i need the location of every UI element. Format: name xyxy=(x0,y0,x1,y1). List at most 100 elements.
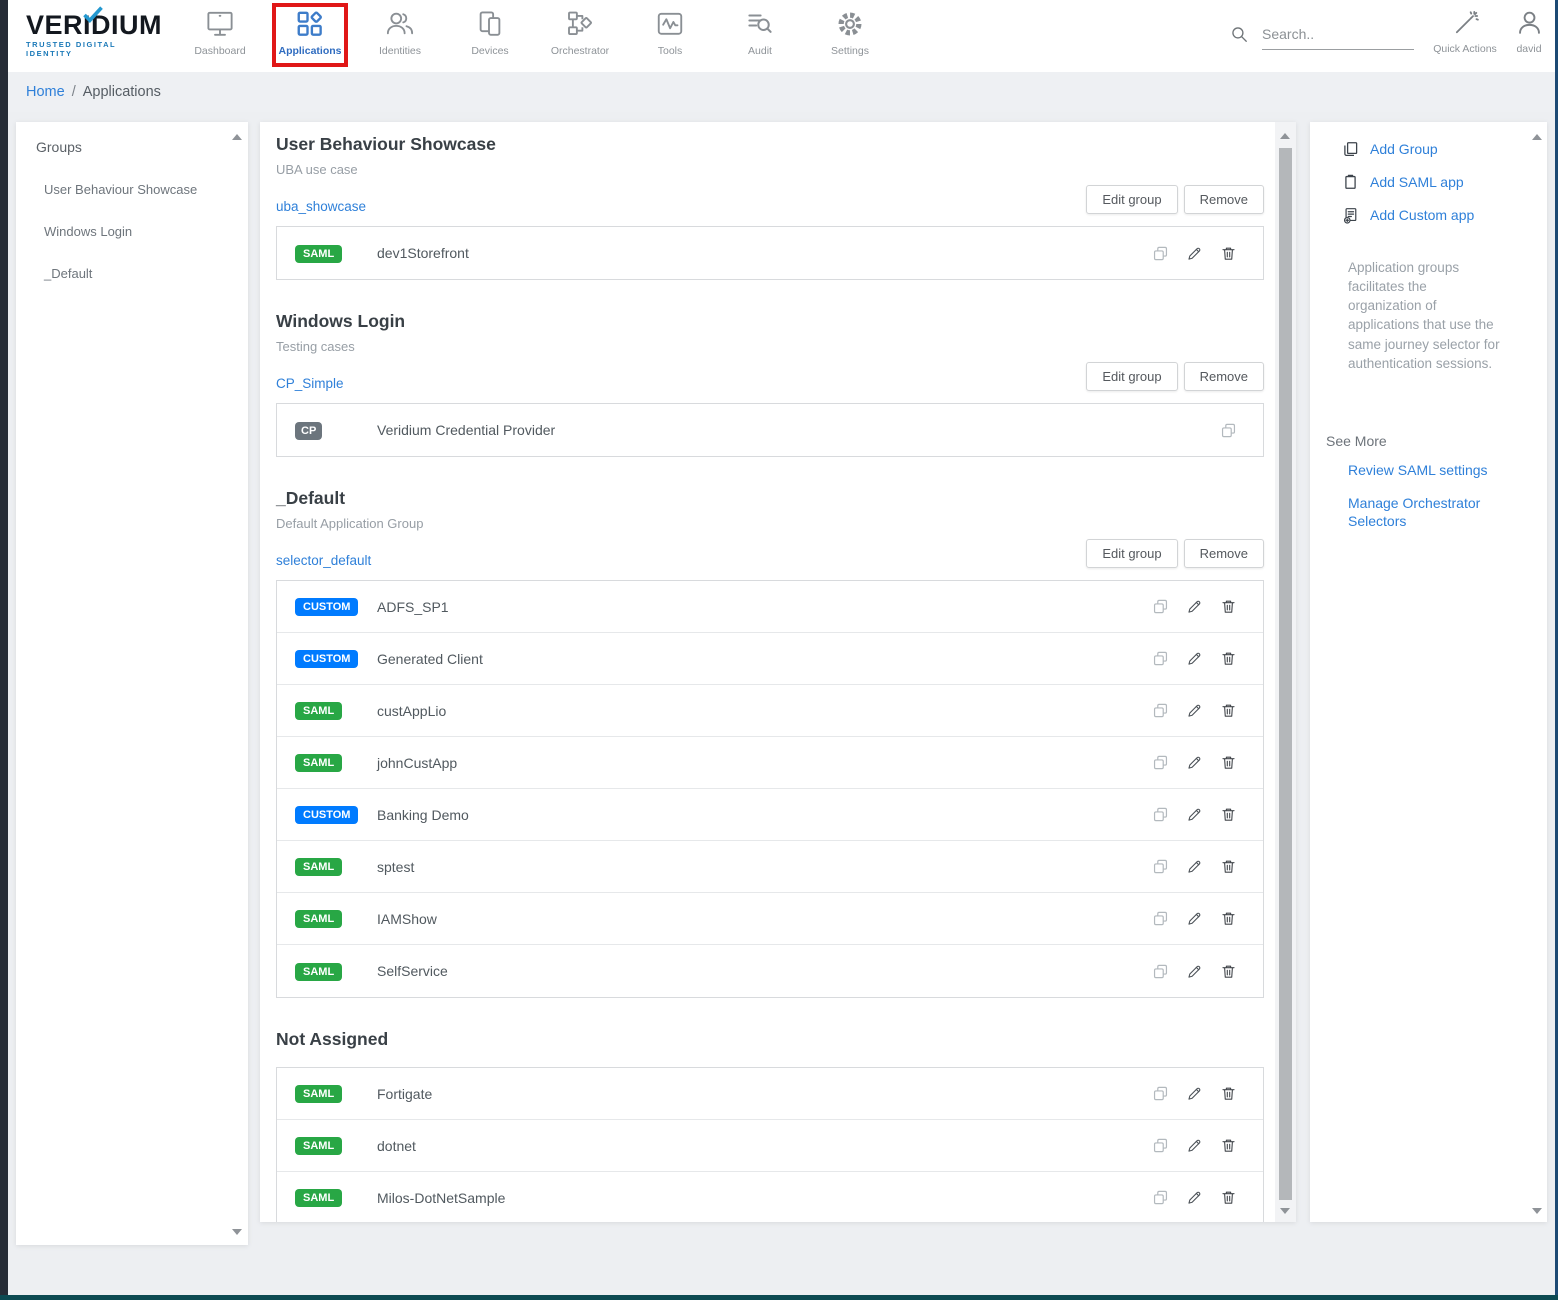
remove-group-button[interactable]: Remove xyxy=(1183,362,1264,391)
sidebar-item-user-behaviour-showcase[interactable]: User Behaviour Showcase xyxy=(44,182,198,197)
duplicate-app-icon[interactable] xyxy=(1152,598,1169,615)
duplicate-app-icon[interactable] xyxy=(1220,422,1237,439)
search-input[interactable] xyxy=(1262,24,1414,50)
badge-cell: SAML xyxy=(295,962,377,981)
nav-dashboard[interactable]: Dashboard xyxy=(175,6,265,57)
window-edge-right xyxy=(1555,0,1558,1300)
breadcrumb: Home / Applications xyxy=(8,72,1555,112)
remove-group-button[interactable]: Remove xyxy=(1183,539,1264,568)
edit-app-icon[interactable] xyxy=(1186,963,1203,980)
delete-app-icon[interactable] xyxy=(1220,1085,1237,1102)
edit-app-icon[interactable] xyxy=(1186,806,1203,823)
app-row: CP Veridium Credential Provider xyxy=(277,404,1263,456)
add-custom-app-label: Add Custom app xyxy=(1370,207,1475,223)
app-list: SAML dev1Storefront xyxy=(276,226,1264,280)
edit-app-icon[interactable] xyxy=(1186,1189,1203,1206)
edit-app-icon[interactable] xyxy=(1186,910,1203,927)
nav-label: Tools xyxy=(657,45,683,57)
badge-cell: SAML xyxy=(295,244,377,263)
window-edge-left xyxy=(0,0,8,1300)
delete-app-icon[interactable] xyxy=(1220,598,1237,615)
application-groups-info: Application groups facilitates the organ… xyxy=(1348,260,1500,371)
group-title: User Behaviour Showcase xyxy=(276,134,496,154)
nav-identities[interactable]: Identities xyxy=(355,6,445,57)
review-saml-settings-link[interactable]: Review SAML settings xyxy=(1348,461,1488,478)
scroll-up-arrow[interactable] xyxy=(1280,133,1290,139)
selector-link[interactable]: CP_Simple xyxy=(276,376,344,391)
app-type-badge: SAML xyxy=(295,910,343,928)
selector-link[interactable]: selector_default xyxy=(276,553,372,568)
nav-devices[interactable]: Devices xyxy=(445,6,535,57)
edit-app-icon[interactable] xyxy=(1186,245,1203,262)
edit-group-button[interactable]: Edit group xyxy=(1086,539,1178,568)
duplicate-app-icon[interactable] xyxy=(1152,754,1169,771)
add-saml-app-link[interactable]: Add SAML app xyxy=(1342,173,1533,191)
user-icon xyxy=(1516,9,1543,36)
breadcrumb-home-link[interactable]: Home xyxy=(26,84,65,100)
dashboard-icon xyxy=(175,6,265,42)
duplicate-app-icon[interactable] xyxy=(1152,650,1169,667)
edit-app-icon[interactable] xyxy=(1186,1137,1203,1154)
delete-app-icon[interactable] xyxy=(1220,1137,1237,1154)
badge-cell: SAML xyxy=(295,701,377,720)
applications-icon xyxy=(265,6,355,42)
scroll-up-arrow[interactable] xyxy=(232,134,242,140)
duplicate-app-icon[interactable] xyxy=(1152,858,1169,875)
sidebar-item-default[interactable]: _Default xyxy=(44,266,93,281)
delete-app-icon[interactable] xyxy=(1220,650,1237,667)
delete-app-icon[interactable] xyxy=(1220,806,1237,823)
duplicate-app-icon[interactable] xyxy=(1152,245,1169,262)
quick-actions-button[interactable]: Quick Actions xyxy=(1426,9,1504,55)
duplicate-app-icon[interactable] xyxy=(1152,910,1169,927)
nav-applications[interactable]: Applications xyxy=(265,3,355,67)
delete-app-icon[interactable] xyxy=(1220,858,1237,875)
edit-app-icon[interactable] xyxy=(1186,1085,1203,1102)
applications-content: User Behaviour Showcase UBA use case uba… xyxy=(260,122,1296,1222)
edit-app-icon[interactable] xyxy=(1186,598,1203,615)
manage-orchestrator-selectors-link[interactable]: Manage Orchestrator Selectors xyxy=(1348,495,1481,530)
edit-app-icon[interactable] xyxy=(1186,650,1203,667)
edit-group-button[interactable]: Edit group xyxy=(1086,185,1178,214)
user-menu[interactable]: david xyxy=(1502,9,1556,55)
app-name: Milos-DotNetSample xyxy=(377,1189,506,1206)
scrollbar-thumb[interactable] xyxy=(1279,148,1292,1200)
group-section-not-assigned: Not Assigned SAML Fortigate SAML dotnet xyxy=(276,1029,1264,1222)
edit-app-icon[interactable] xyxy=(1186,702,1203,719)
nav-orchestrator[interactable]: Orchestrator xyxy=(535,6,625,57)
nav-label: Dashboard xyxy=(194,45,246,57)
edit-group-button[interactable]: Edit group xyxy=(1086,362,1178,391)
scroll-up-arrow[interactable] xyxy=(1532,134,1542,140)
duplicate-app-icon[interactable] xyxy=(1152,1189,1169,1206)
app-name: custAppLio xyxy=(377,702,447,719)
nav-settings[interactable]: Settings xyxy=(805,6,895,57)
selector-link[interactable]: uba_showcase xyxy=(276,199,367,214)
app-list: CP Veridium Credential Provider xyxy=(276,403,1264,457)
delete-app-icon[interactable] xyxy=(1220,245,1237,262)
add-custom-app-link[interactable]: Add Custom app xyxy=(1342,206,1533,224)
duplicate-app-icon[interactable] xyxy=(1152,702,1169,719)
search-icon[interactable] xyxy=(1230,25,1249,44)
group-section-uba: User Behaviour Showcase UBA use case uba… xyxy=(276,134,1264,280)
remove-group-button[interactable]: Remove xyxy=(1183,185,1264,214)
delete-app-icon[interactable] xyxy=(1220,1189,1237,1206)
nav-audit[interactable]: Audit xyxy=(715,6,805,57)
scroll-down-arrow[interactable] xyxy=(1532,1208,1542,1214)
sidebar-item-windows-login[interactable]: Windows Login xyxy=(44,224,133,239)
delete-app-icon[interactable] xyxy=(1220,910,1237,927)
magic-wand-icon xyxy=(1452,9,1479,36)
duplicate-app-icon[interactable] xyxy=(1152,806,1169,823)
app-type-badge: SAML xyxy=(295,1085,343,1103)
duplicate-app-icon[interactable] xyxy=(1152,963,1169,980)
duplicate-app-icon[interactable] xyxy=(1152,1085,1169,1102)
delete-app-icon[interactable] xyxy=(1220,754,1237,771)
delete-app-icon[interactable] xyxy=(1220,963,1237,980)
scroll-down-arrow[interactable] xyxy=(232,1229,242,1235)
add-group-link[interactable]: Add Group xyxy=(1342,140,1533,158)
scroll-down-arrow[interactable] xyxy=(1280,1208,1290,1214)
delete-app-icon[interactable] xyxy=(1220,702,1237,719)
nav-tools[interactable]: Tools xyxy=(625,6,715,57)
veridium-logo[interactable]: VERIDIUM TRUSTED DIGITAL IDENTITY xyxy=(26,11,166,58)
edit-app-icon[interactable] xyxy=(1186,754,1203,771)
duplicate-app-icon[interactable] xyxy=(1152,1137,1169,1154)
edit-app-icon[interactable] xyxy=(1186,858,1203,875)
